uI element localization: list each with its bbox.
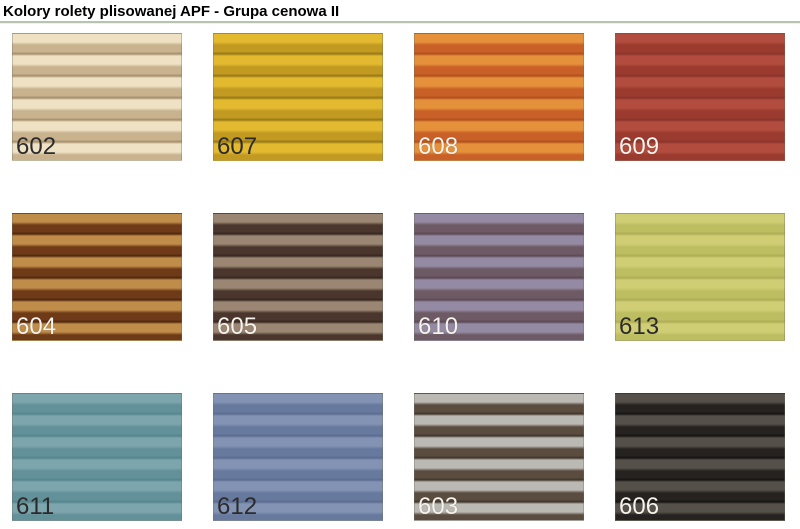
title-divider: [0, 21, 800, 24]
swatch-code-label: 606: [619, 493, 660, 520]
swatch-code-label: 610: [418, 313, 459, 340]
swatch-code-label: 607: [217, 133, 258, 160]
swatch-code-label: 608: [418, 133, 459, 160]
swatch-code-label: 602: [16, 133, 57, 160]
swatch-code-label: 611: [16, 493, 55, 520]
swatch-code-label: 603: [418, 493, 459, 520]
swatch-605: 605: [213, 213, 383, 341]
swatch-code-label: 612: [217, 493, 258, 520]
swatch-604: 604: [12, 213, 182, 341]
swatch-code-label: 609: [619, 133, 660, 160]
swatch-612: 612: [213, 393, 383, 521]
swatch-602: 602: [12, 33, 182, 161]
swatch-607: 607: [213, 33, 383, 161]
swatch-code-label: 613: [619, 313, 660, 340]
swatch-608: 608: [414, 33, 584, 161]
swatch-611: 611: [12, 393, 182, 521]
swatch-606: 606: [615, 393, 785, 521]
swatch-grid: 602 607 608 609 604 605 610 613 611 612 …: [0, 24, 800, 521]
page-title: Kolory rolety plisowanej APF - Grupa cen…: [3, 3, 340, 20]
swatch-603: 603: [414, 393, 584, 521]
swatch-code-label: 605: [217, 313, 258, 340]
swatch-code-label: 604: [16, 313, 57, 340]
swatch-610: 610: [414, 213, 584, 341]
swatch-613: 613: [615, 213, 785, 341]
swatch-609: 609: [615, 33, 785, 161]
